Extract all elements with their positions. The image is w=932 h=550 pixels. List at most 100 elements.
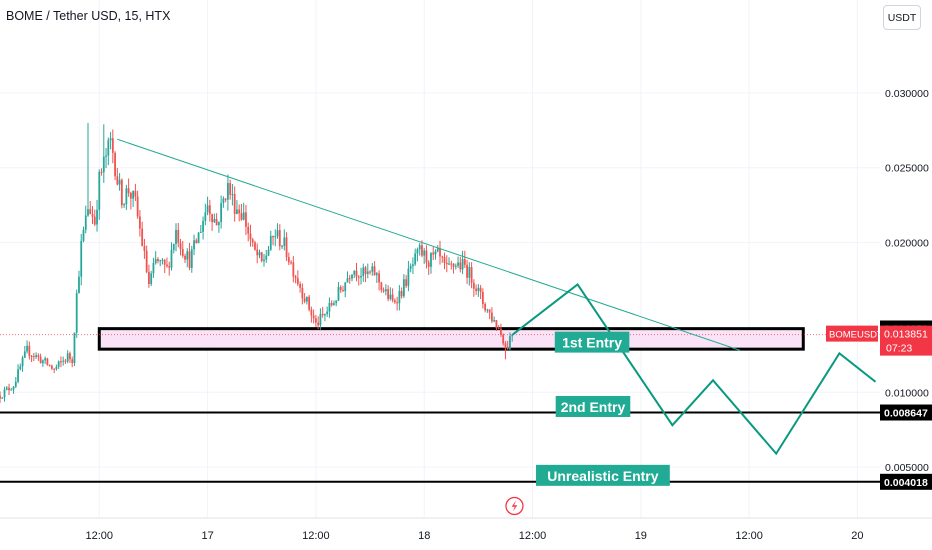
candle-body	[301, 287, 304, 299]
candle-body	[276, 230, 279, 237]
candle-body	[222, 198, 225, 204]
candle-body	[414, 253, 417, 265]
candle-body	[470, 267, 473, 283]
candle-body	[305, 296, 308, 302]
candle-body	[154, 258, 157, 264]
price-tick-label: 0.010000	[885, 387, 929, 399]
candle-body	[141, 228, 144, 247]
level-price-tag	[880, 473, 932, 490]
candle-body	[217, 222, 220, 226]
candle-body	[409, 265, 412, 269]
candle-body	[475, 288, 478, 291]
candle-body	[412, 264, 414, 266]
candle-body	[459, 262, 462, 270]
price-axis-background	[880, 0, 932, 550]
candle-body	[432, 252, 435, 255]
candle-body	[37, 355, 40, 357]
candle-body	[272, 236, 274, 238]
candle-body	[479, 287, 482, 293]
candle-body	[371, 266, 374, 272]
candle-body	[148, 271, 150, 285]
candle-body	[125, 188, 128, 205]
lightning-icon[interactable]	[505, 496, 524, 516]
candle-body	[493, 320, 496, 322]
candle-body	[418, 245, 421, 250]
candle-body	[369, 271, 371, 273]
candle-body	[14, 381, 17, 387]
candle-body	[100, 171, 103, 173]
candle-body	[393, 300, 396, 303]
level-price-label: 0.008647	[884, 408, 928, 420]
candle-body	[84, 215, 87, 230]
candle-body	[89, 209, 92, 215]
candle-body	[254, 242, 256, 250]
time-tick-label: 12:00	[302, 530, 330, 542]
candle-body	[57, 361, 60, 367]
candle-body	[290, 262, 292, 264]
candle-body	[64, 360, 67, 362]
candle-body	[326, 311, 329, 315]
candle-body	[283, 237, 286, 246]
current-price-label: 0.013851	[884, 329, 928, 341]
candle-body	[12, 386, 15, 390]
candle-body	[109, 138, 112, 141]
candle-body	[265, 255, 268, 260]
candle-body	[28, 345, 31, 357]
currency-button[interactable]: USDT	[883, 5, 921, 30]
candle-body	[430, 252, 432, 267]
candle-body	[111, 138, 114, 153]
candle-body	[39, 356, 42, 364]
candle-body	[339, 287, 342, 290]
current-price-tag	[880, 325, 932, 356]
candle-body	[75, 293, 78, 333]
price-tick-label: 0.020000	[885, 238, 929, 250]
candle-body	[506, 346, 509, 350]
candle-body	[208, 205, 211, 215]
candle-body	[62, 360, 65, 362]
candle-body	[118, 179, 121, 185]
candle-body	[457, 262, 459, 266]
candle-body	[159, 260, 162, 262]
candle-body	[69, 353, 71, 360]
candle-body	[402, 279, 405, 297]
candle-body	[285, 237, 288, 258]
candle-body	[269, 236, 272, 250]
candle-body	[55, 366, 58, 370]
candle-body	[138, 216, 141, 229]
candle-body	[181, 248, 184, 256]
candle-body	[398, 290, 401, 304]
entry-label: 2nd Entry	[555, 395, 631, 417]
entry-label-bg	[554, 331, 630, 353]
candle-body	[46, 358, 49, 365]
candle-body	[463, 259, 466, 265]
candle-body	[202, 220, 204, 232]
candle-body	[310, 309, 313, 316]
candle-body	[129, 192, 132, 199]
candle-body	[263, 259, 265, 262]
candle-body	[17, 369, 19, 382]
candle-body	[296, 278, 299, 285]
candle-body	[360, 275, 362, 278]
symbol-tag-label: BOMEUSDT	[829, 330, 883, 341]
candle-body	[8, 387, 10, 391]
candle-body	[150, 273, 153, 285]
candle-body	[357, 276, 360, 278]
entry-label: 1st Entry	[554, 331, 630, 353]
candle-body	[204, 212, 207, 221]
candle-body	[242, 212, 245, 220]
candle-body	[91, 214, 94, 217]
candle-body	[342, 289, 344, 292]
price-tick-label: 0.005000	[885, 462, 929, 474]
candle-body	[177, 229, 180, 243]
candle-body	[468, 267, 471, 278]
time-tick-label: 12:00	[519, 530, 547, 542]
candle-body	[319, 313, 322, 326]
candle-body	[53, 368, 56, 370]
entry-label-text: 1st Entry	[562, 335, 622, 351]
candle-body	[405, 279, 408, 286]
entry-label-text: Unrealistic Entry	[547, 468, 658, 484]
candle-body	[335, 300, 338, 304]
candle-body	[281, 245, 283, 247]
candle-body	[443, 257, 446, 263]
